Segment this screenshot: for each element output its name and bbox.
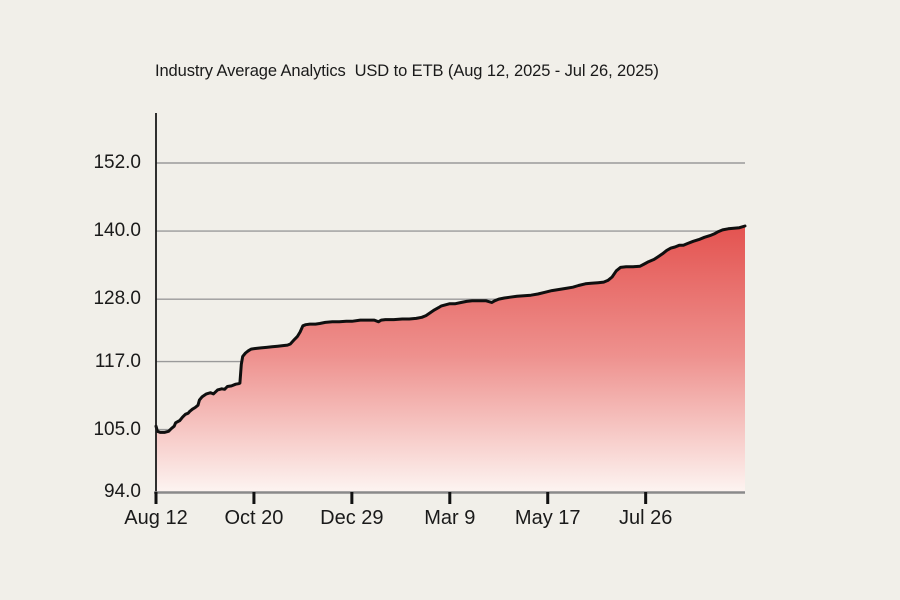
x-tick-label: May 17 bbox=[514, 507, 581, 529]
y-tick-label: 140.0 bbox=[93, 220, 141, 242]
y-tick-label: 105.0 bbox=[93, 418, 141, 440]
y-tick-label: 152.0 bbox=[93, 152, 141, 173]
x-tick-label: Oct 20 bbox=[224, 507, 284, 529]
x-tick-label: Aug 12 bbox=[124, 507, 188, 529]
x-tick-label: Dec 29 bbox=[320, 507, 384, 529]
x-tick-label: Mar 9 bbox=[424, 507, 476, 529]
y-tick-label: 128.0 bbox=[93, 288, 141, 310]
y-tick-label: 94.0 bbox=[104, 481, 141, 502]
area-fill bbox=[156, 226, 745, 492]
x-tick-label: Jul 26 bbox=[618, 507, 673, 529]
y-tick-label: 117.0 bbox=[94, 350, 141, 372]
price-line bbox=[154, 224, 747, 434]
chart-title: Industry Average Analytics USD to ETB (A… bbox=[155, 62, 659, 80]
